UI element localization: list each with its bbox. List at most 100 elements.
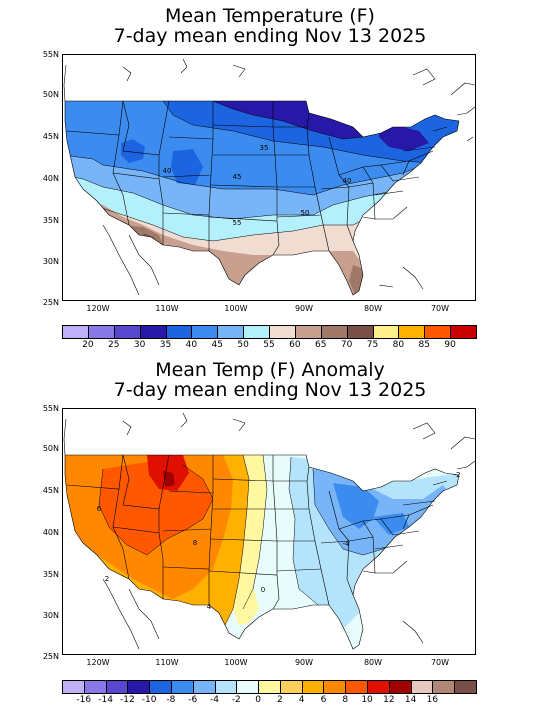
contour-label: 8 (193, 539, 197, 547)
legend-swatch (454, 680, 477, 694)
lat-label: 25N (42, 298, 59, 307)
legend-label: 90 (444, 340, 456, 350)
legend-swatch (279, 680, 303, 694)
legend-label: 40 (185, 340, 198, 350)
contour-label: 50 (301, 209, 310, 217)
legend-swatch (258, 680, 281, 694)
color-legend (62, 680, 477, 694)
legend-label: 16 (426, 695, 439, 705)
map-title: Mean Temp (F) Anomaly (155, 359, 385, 381)
legend-label: -4 (210, 695, 219, 705)
legend-label: 25 (108, 340, 120, 350)
legend-swatch (127, 680, 151, 694)
legend-label: 6 (320, 695, 327, 705)
mean-temperature-map: 35 40 45 50 55 40 (62, 54, 476, 301)
legend-swatch (149, 680, 172, 694)
contour-label: 0 (261, 586, 265, 594)
lon-label: 120W (86, 658, 110, 667)
legend-swatch (217, 325, 245, 339)
lat-label: 25N (42, 652, 59, 661)
lat-label: 40N (42, 528, 59, 537)
anomaly-map-svg: 6 8 4 0 -4 -2 2 (63, 412, 475, 650)
lat-label: 40N (42, 174, 59, 183)
legend-label: 75 (366, 340, 379, 350)
contour-label: 35 (260, 144, 269, 152)
legend-swatch (367, 680, 390, 694)
lat-label: 30N (42, 257, 59, 266)
legend-label: -2 (231, 695, 241, 705)
lon-label: 70W (430, 658, 450, 667)
legend-swatch (87, 325, 115, 339)
lon-label: 90W (294, 304, 314, 313)
legend-swatch (432, 680, 456, 694)
legend-swatch (346, 325, 374, 339)
legend-label: 45 (211, 340, 223, 350)
contour-label: 40 (163, 167, 172, 175)
lat-label: 45N (42, 132, 59, 141)
lat-label: 50N (42, 90, 59, 99)
legend-swatch (424, 325, 452, 339)
legend-label: 30 (133, 340, 146, 350)
contour-label: 40 (343, 177, 352, 185)
legend-swatch (398, 325, 426, 339)
contour-label-group: 6 8 4 0 -4 -2 2 (97, 471, 461, 611)
legend-swatch (192, 680, 216, 694)
lat-label: 35N (42, 216, 59, 225)
legend-swatch (214, 680, 238, 694)
legend-swatch (113, 325, 141, 339)
legend-swatch (105, 680, 129, 694)
legend-label: 4 (298, 695, 305, 705)
legend-swatch (320, 325, 348, 339)
legend-swatch (62, 680, 85, 694)
legend-label: 0 (255, 695, 261, 705)
legend-label: 85 (418, 340, 430, 350)
legend-label: 70 (340, 340, 353, 350)
legend-swatch (388, 680, 412, 694)
legend-label: 2 (277, 695, 283, 705)
map-subtitle: 7-day mean ending Nov 13 2025 (113, 25, 427, 47)
lat-label: 55N (42, 50, 59, 59)
legend-label: -16 (76, 695, 92, 705)
legend-label: 80 (392, 340, 405, 350)
color-legend (62, 325, 477, 339)
lat-label: 50N (42, 444, 59, 453)
contour-label: 55 (233, 219, 242, 227)
lon-label: 100W (224, 658, 248, 667)
lon-label: 120W (86, 304, 110, 313)
contour-label: 45 (233, 173, 242, 181)
legend-swatch (62, 325, 89, 339)
legend-swatch (301, 680, 325, 694)
legend-label: -14 (98, 695, 113, 705)
legend-swatch (191, 325, 219, 339)
legend-label: -10 (141, 695, 157, 705)
map-title: Mean Temperature (F) (165, 5, 375, 27)
lon-label: 110W (155, 304, 179, 313)
legend-label: -8 (166, 695, 176, 705)
legend-label: 8 (342, 695, 349, 705)
legend-label: 65 (315, 340, 327, 350)
lat-label: 55N (42, 404, 59, 413)
legend-label: 60 (289, 340, 301, 350)
contour-label: 2 (105, 575, 109, 583)
legend-swatch (83, 680, 107, 694)
state-boundaries (64, 100, 460, 296)
legend-swatch (323, 680, 347, 694)
lon-label: 70W (430, 304, 450, 313)
lon-label: 90W (294, 658, 314, 667)
lon-label: 80W (363, 304, 383, 313)
lat-label: 35N (42, 570, 59, 579)
contour-label: -4 (343, 540, 351, 548)
lon-label: 80W (363, 658, 383, 667)
legend-swatch (269, 325, 296, 339)
legend-swatch (450, 325, 477, 339)
legend-label: 50 (237, 340, 249, 350)
legend-label: 10 (361, 695, 373, 705)
legend-swatch (294, 325, 322, 339)
legend-label: 14 (404, 695, 417, 705)
anomaly-map: 6 8 4 0 -4 -2 2 (62, 408, 476, 655)
coastline-outlines (63, 58, 475, 296)
legend-swatch (236, 680, 260, 694)
coastline-outlines (63, 412, 475, 650)
lat-label: 45N (42, 486, 59, 495)
legend-label: 20 (82, 340, 94, 350)
